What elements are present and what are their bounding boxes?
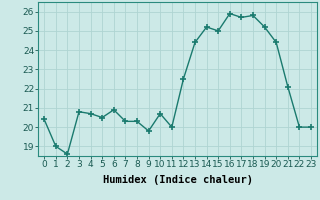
X-axis label: Humidex (Indice chaleur): Humidex (Indice chaleur) xyxy=(103,175,252,185)
